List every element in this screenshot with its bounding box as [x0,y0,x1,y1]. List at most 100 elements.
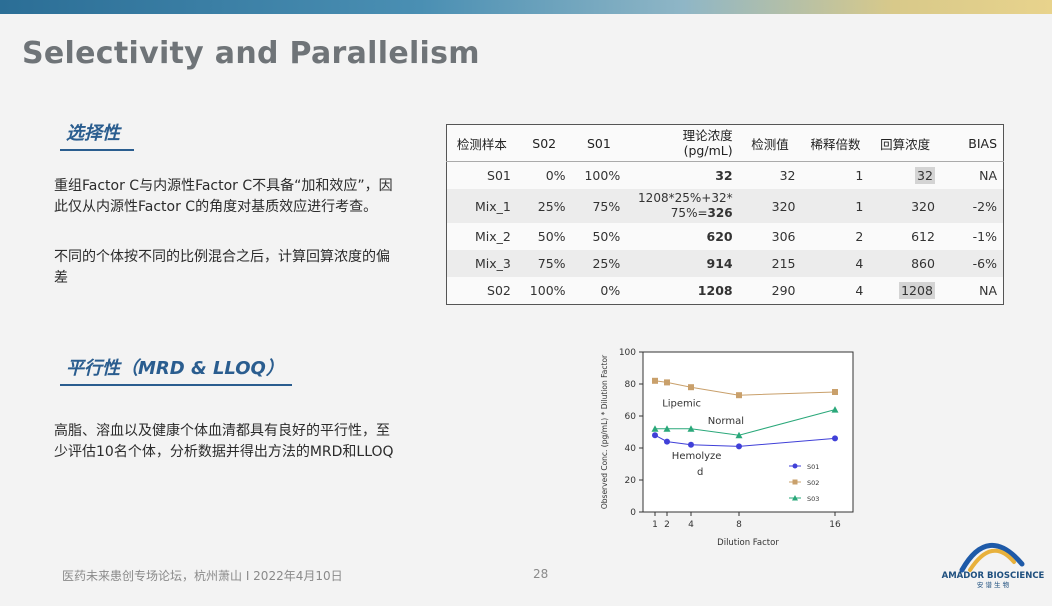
cell-sample: S01 [487,168,511,183]
back-value-highlight: 1208 [899,282,935,299]
cell-dilution: 1 [855,168,864,183]
data-point-s01 [688,441,694,448]
data-point-s01 [652,432,658,439]
theory-value: 914 [706,256,733,271]
cell-bias: NA [979,168,997,183]
data-point-s01 [736,443,742,450]
cell-dilution: 2 [855,229,864,244]
cell-measured: 320 [738,189,802,223]
logo-arch-gold [968,548,1016,572]
data-point-s03 [831,406,839,413]
col-header-dilution: 稀释倍数 [801,124,870,162]
parallelism-para: 高脂、溶血以及健康个体血清都具有良好的平行性，至少评估10名个体，分析数据并得出… [54,423,394,460]
slide-title: Selectivity and Parallelism [22,36,480,71]
table-header-row: 检测样本 S02 S01 理论浓度 (pg/mL) 检测值 稀释倍数 回算浓度 … [446,124,1004,162]
parallelism-chart: 0 20 40 60 80 100 1 2 4 8 16 Dilution Factor Observe… [588,334,868,549]
data-point-s03 [687,425,695,432]
table-row: Mix_1 25% 75% 1208*25%+32*75%=326 320 1 … [446,189,1004,223]
x-tick-label: 4 [688,520,694,530]
cell-s01: 0% [600,283,621,298]
annotation-hemolyzed: Hemolyze [672,451,722,462]
theory-formula-wrap: 1208*25%+32*75%=326 [632,191,733,221]
annotation-lipemic: Lipemic [662,398,701,409]
legend-label: S01 [807,463,819,471]
table-row: S01 0% 100% 32 32 1 32 NA [447,162,1004,190]
y-tick-label: 60 [625,412,637,422]
annotation-hemolyzed-cont: d [697,467,703,478]
x-axis-label: Dilution Factor [717,538,779,548]
parallelism-heading: 平行性（MRD & LLOQ） [60,354,292,386]
cell-sample: S02 [487,283,511,298]
y-tick-label: 100 [619,348,636,358]
data-point-s02 [664,379,670,386]
cell-dilution: 4 [855,283,864,298]
selectivity-para-2: 不同的个体按不同的比例混合之后，计算回算浓度的偏差 [54,249,390,286]
cell-s01: 25% [571,250,627,277]
plot-frame [642,351,854,513]
legend-marker-s02 [792,479,798,485]
col-header-s01: S01 [571,124,627,162]
cell-bias: -2% [940,189,1004,223]
cell-s02: 50% [537,229,566,244]
top-accent-bar [0,0,1052,14]
cell-back: 860 [869,250,941,277]
cell-s02: 75% [516,250,572,277]
y-tick-label: 40 [625,444,637,454]
data-point-s02 [688,384,694,391]
selectivity-heading-text: 选择性 [66,123,120,144]
footer-event: 医药未来患创专场论坛，杭州萧山 I 2022年4月10日 [62,569,343,583]
selectivity-heading: 选择性 [60,119,134,151]
annotation-normal: Normal [708,416,744,427]
legend-label: S02 [807,479,819,487]
cell-measured: 306 [771,229,796,244]
amador-logo: AMADOR BIOSCIENCE 安 谱 生 物 [942,543,1045,589]
cell-bias: NA [979,283,997,298]
cell-theory: 620 [626,223,738,250]
chart-svg: 0 20 40 60 80 100 1 2 4 8 16 Dilution Factor Observe… [600,348,854,548]
data-point-s02 [736,392,742,399]
data-point-s02 [652,377,658,384]
legend-label: S03 [807,495,819,503]
cell-measured: 32 [779,168,796,183]
logo-text-en: AMADOR BIOSCIENCE [942,571,1045,581]
y-axis-label: Observed Conc. (pg/mL) * Dilution Factor [600,354,609,509]
logo-text-cn: 安 谱 生 物 [977,580,1010,589]
data-point-s03 [735,431,743,439]
cell-theory: 1208*25%+32*75%=326 [626,189,739,223]
cell-bias: -6% [940,250,1004,277]
y-tick-label: 80 [625,380,637,390]
cell-back: 32 [869,162,941,190]
cell-dilution: 1 [801,189,870,223]
cell-s02: 100% [529,283,566,298]
theory-value: 32 [715,168,733,183]
cell-s01: 100% [584,168,621,183]
table-row: S02 100% 0% 1208 290 4 1208 NA [447,277,1004,305]
legend-marker-s03 [792,495,798,501]
cell-back: 320 [869,189,941,223]
cell-sample: Mix_2 [475,229,511,244]
page-number: 28 [533,567,549,581]
parallelism-heading-underline [60,384,292,386]
table-row: Mix_2 50% 50% 620 306 2 612 -1% [447,223,1004,250]
theory-value: 326 [707,206,733,220]
cell-s02: 0% [545,168,566,183]
cell-theory: 32 [626,162,738,190]
selectivity-table: 检测样本 S02 S01 理论浓度 (pg/mL) 检测值 稀释倍数 回算浓度 … [446,124,1004,305]
theory-formula: 1208*25%+32*75%= [638,191,733,220]
cell-s02: 25% [516,189,572,223]
data-point-s01 [832,435,838,442]
cell-dilution: 4 [801,250,870,277]
cell-theory: 914 [626,250,739,277]
cell-sample: Mix_1 [446,189,517,223]
table-row: Mix_3 75% 25% 914 215 4 860 -6% [446,250,1004,277]
col-header-back: 回算浓度 [869,124,941,162]
x-tick-label: 8 [736,520,742,530]
cell-measured: 290 [771,283,796,298]
data-point-s02 [832,389,838,395]
col-header-s02: S02 [516,124,572,162]
selectivity-heading-underline [60,149,134,151]
cell-s01: 75% [571,189,627,223]
cell-back: 612 [911,229,935,244]
logo-arch-blue [959,543,1025,573]
col-header-bias: BIAS [940,124,1004,162]
